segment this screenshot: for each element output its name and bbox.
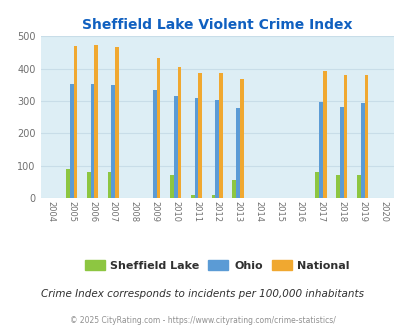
Bar (339, 107, 343, 198)
Bar (153, 90, 156, 198)
Bar (343, 75, 347, 198)
Bar (111, 85, 115, 198)
Bar (115, 47, 119, 198)
Bar (173, 96, 177, 198)
Bar (194, 98, 198, 198)
Bar (318, 102, 322, 198)
Bar (360, 103, 364, 198)
Bar (239, 79, 243, 198)
Bar (356, 175, 360, 198)
Bar (322, 71, 326, 198)
Bar (315, 172, 318, 198)
Bar (198, 73, 202, 198)
Bar (211, 195, 215, 198)
Bar (177, 67, 181, 198)
Legend: Sheffield Lake, Ohio, National: Sheffield Lake, Ohio, National (80, 255, 353, 275)
Bar (364, 75, 367, 198)
Bar (232, 180, 236, 198)
Bar (335, 175, 339, 198)
Bar (170, 175, 173, 198)
Bar (219, 73, 222, 198)
Bar (190, 195, 194, 198)
Bar (236, 108, 239, 198)
Text: © 2025 CityRating.com - https://www.cityrating.com/crime-statistics/: © 2025 CityRating.com - https://www.city… (70, 316, 335, 325)
Bar (90, 84, 94, 198)
Title: Sheffield Lake Violent Crime Index: Sheffield Lake Violent Crime Index (82, 18, 352, 32)
Bar (94, 45, 98, 198)
Bar (107, 172, 111, 198)
Bar (87, 172, 90, 198)
Text: Crime Index corresponds to incidents per 100,000 inhabitants: Crime Index corresponds to incidents per… (41, 289, 364, 299)
Bar (73, 46, 77, 198)
Bar (156, 58, 160, 198)
Bar (66, 169, 70, 198)
Bar (215, 100, 219, 198)
Bar (70, 84, 73, 198)
